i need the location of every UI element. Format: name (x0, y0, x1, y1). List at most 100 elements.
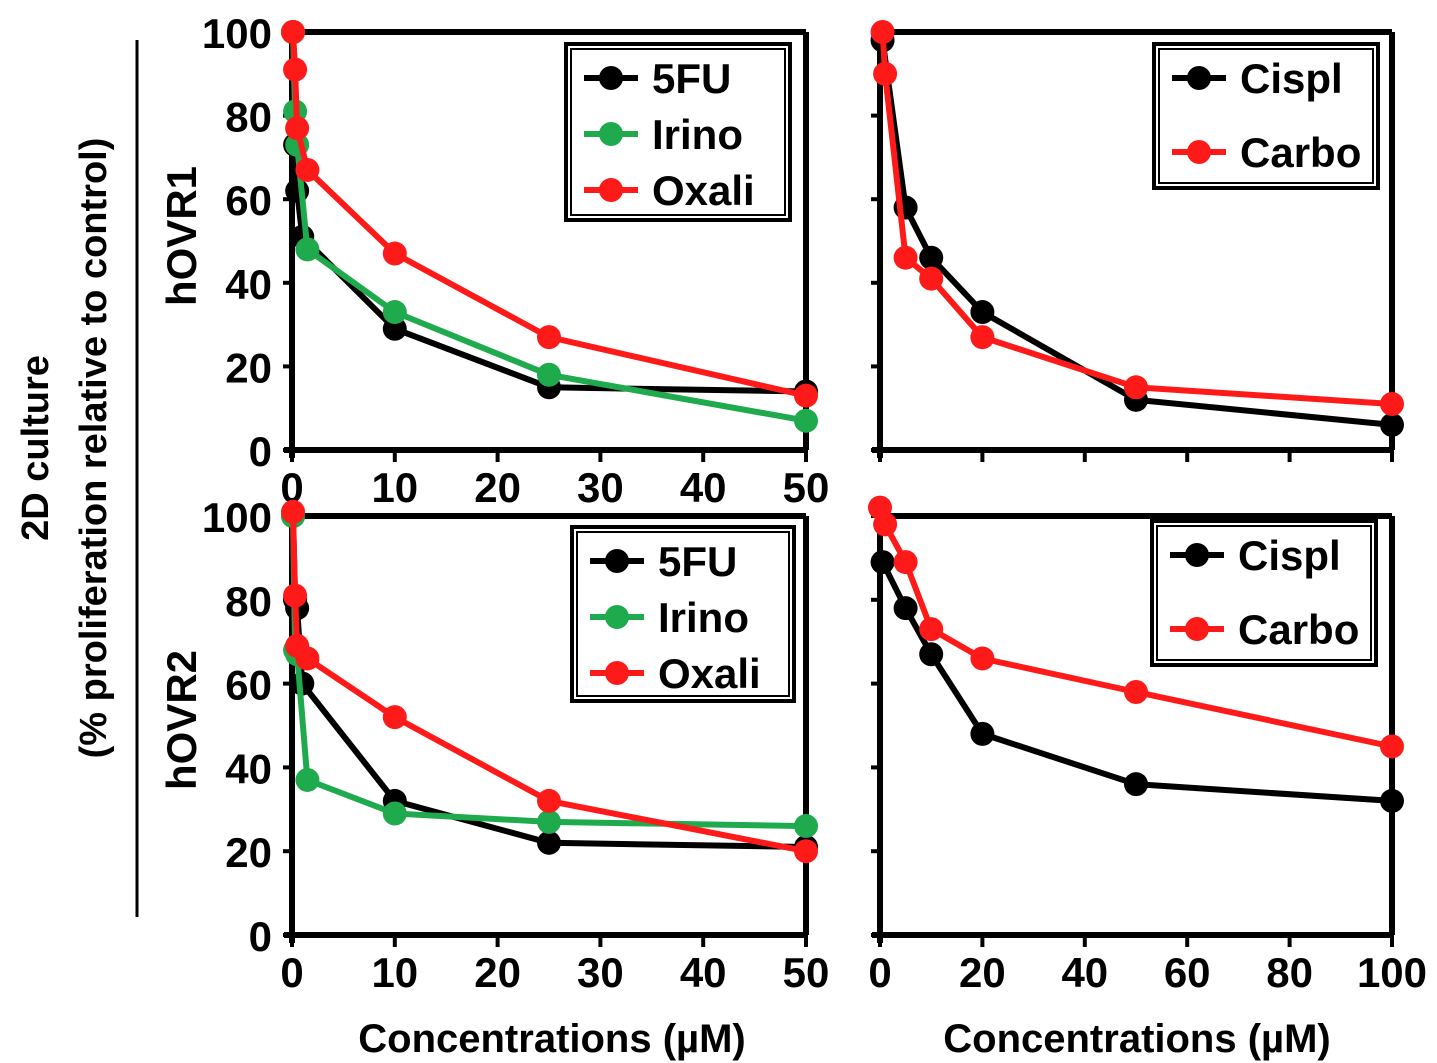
legend-box (1152, 42, 1380, 190)
data-point-carbo (873, 512, 898, 537)
x-tick-label: 0 (280, 949, 303, 996)
data-point-oxali (382, 241, 407, 266)
chart-panel-2: Cispl Carbo (870, 20, 1404, 462)
data-point-carbo (893, 245, 918, 270)
data-point-oxali (794, 839, 818, 864)
data-point-5fu (382, 316, 407, 341)
series-carbo (870, 20, 1404, 417)
legend-inner-border (1158, 48, 1374, 184)
y-tick-label: 80 (225, 578, 272, 625)
x-tick-label: 50 (783, 949, 830, 996)
legend: Cispl Carbo (1150, 519, 1378, 667)
legend-marker-carbo (1187, 140, 1211, 164)
data-point-oxali (537, 788, 561, 813)
x-tick-label: 50 (783, 464, 830, 511)
legend-marker-oxali (605, 661, 629, 685)
data-point-cispl (970, 300, 995, 325)
y-tick-label: 40 (225, 261, 272, 308)
legend-label-irino: Irino (658, 594, 749, 641)
y-tick-label: 100 (202, 494, 272, 541)
data-point-irino (537, 362, 561, 387)
chart-panels: 0 20 40 60 80 100 0 10 20 30 40 50 hOVR1 5FU Irino Oxal… (158, 10, 1427, 996)
y-tick-label: 0 (249, 913, 272, 960)
data-point-carbo (1124, 679, 1148, 704)
data-point-carbo (970, 646, 995, 671)
data-point-cispl (870, 550, 895, 575)
data-point-carbo (1380, 392, 1404, 417)
data-point-oxali (281, 499, 306, 524)
x-tick-label: 80 (1266, 949, 1313, 996)
x-tick-label: 10 (371, 464, 418, 511)
y-tick-label: 0 (249, 428, 272, 475)
series-cispl (870, 28, 1404, 437)
legend-label-cispl: Cispl (1240, 55, 1343, 102)
series-oxali (281, 20, 818, 408)
data-point-carbo (1124, 375, 1148, 400)
figure-ylabel-line2: (% proliferation relative to control) (73, 138, 115, 759)
data-point-cispl (919, 642, 944, 667)
data-point-carbo (970, 325, 995, 350)
data-point-5fu (537, 830, 561, 855)
data-point-irino (382, 300, 407, 325)
y-tick-label: 40 (225, 745, 272, 792)
data-point-irino (537, 809, 561, 834)
legend: 5FU Irino Oxali (570, 525, 796, 703)
legend-box (1150, 519, 1378, 667)
legend-marker-5fu (599, 66, 623, 90)
x-tick-label: 20 (474, 464, 521, 511)
legend-marker-irino (605, 605, 629, 629)
y-tick-label: 20 (225, 344, 272, 391)
x-tick-label: 30 (577, 464, 624, 511)
data-point-oxali (285, 116, 310, 141)
data-point-oxali (295, 646, 320, 671)
x-tick-label: 100 (1357, 949, 1427, 996)
y-tick-label: 60 (225, 177, 272, 224)
legend-inner-border (576, 531, 790, 697)
legend-marker-irino (599, 122, 623, 146)
data-point-carbo (870, 20, 895, 44)
data-point-oxali (295, 157, 320, 182)
x-tick-label: 40 (680, 949, 727, 996)
data-point-cispl (1124, 772, 1148, 797)
data-point-5fu (285, 178, 310, 203)
legend-label-carbo: Carbo (1238, 606, 1359, 653)
series-oxali (281, 499, 818, 864)
legend-label-cispl: Cispl (1238, 532, 1341, 579)
legend-inner-border (1156, 525, 1372, 661)
data-point-carbo (919, 266, 944, 291)
data-point-cispl (893, 596, 918, 621)
legend-marker-cispl (1185, 543, 1209, 567)
xlabel-left: Concentrations (µM) (358, 1017, 745, 1061)
data-point-carbo (893, 550, 918, 575)
data-point-irino (794, 814, 818, 839)
row-label: hOVR1 (158, 166, 205, 306)
data-point-cispl (919, 245, 944, 270)
x-tick-label: 20 (959, 949, 1006, 996)
data-point-oxali (283, 583, 308, 608)
legend-inner-border (570, 48, 786, 216)
series-carbo (868, 495, 1404, 759)
data-point-oxali (382, 705, 407, 730)
x-tick-label: 20 (474, 949, 521, 996)
xlabel-right: Concentrations (µM) (943, 1017, 1330, 1061)
data-point-carbo (919, 617, 944, 642)
chart-panel-3: 0 20 40 60 80 100 0 10 20 30 40 50 hOVR2 5FU Irino Oxal… (158, 494, 829, 996)
x-tick-label: 40 (1061, 949, 1108, 996)
legend-label-oxali: Oxali (658, 650, 761, 697)
x-tick-label: 30 (577, 949, 624, 996)
legend: Cispl Carbo (1152, 42, 1380, 190)
data-point-irino (295, 237, 320, 262)
chart-panel-4: 0 20 40 60 80 100 Cispl Carbo (868, 495, 1427, 996)
data-point-irino (295, 767, 320, 792)
y-tick-label: 20 (225, 829, 272, 876)
data-point-carbo (1380, 734, 1404, 759)
legend-label-5fu: 5FU (652, 55, 731, 102)
data-point-cispl (1380, 412, 1404, 437)
data-point-oxali (537, 325, 561, 350)
y-tick-label: 80 (225, 94, 272, 141)
series-line-cispl (879, 39, 1393, 428)
data-point-oxali (281, 20, 306, 44)
y-tick-label: 100 (202, 10, 272, 57)
x-tick-label: 0 (868, 949, 891, 996)
